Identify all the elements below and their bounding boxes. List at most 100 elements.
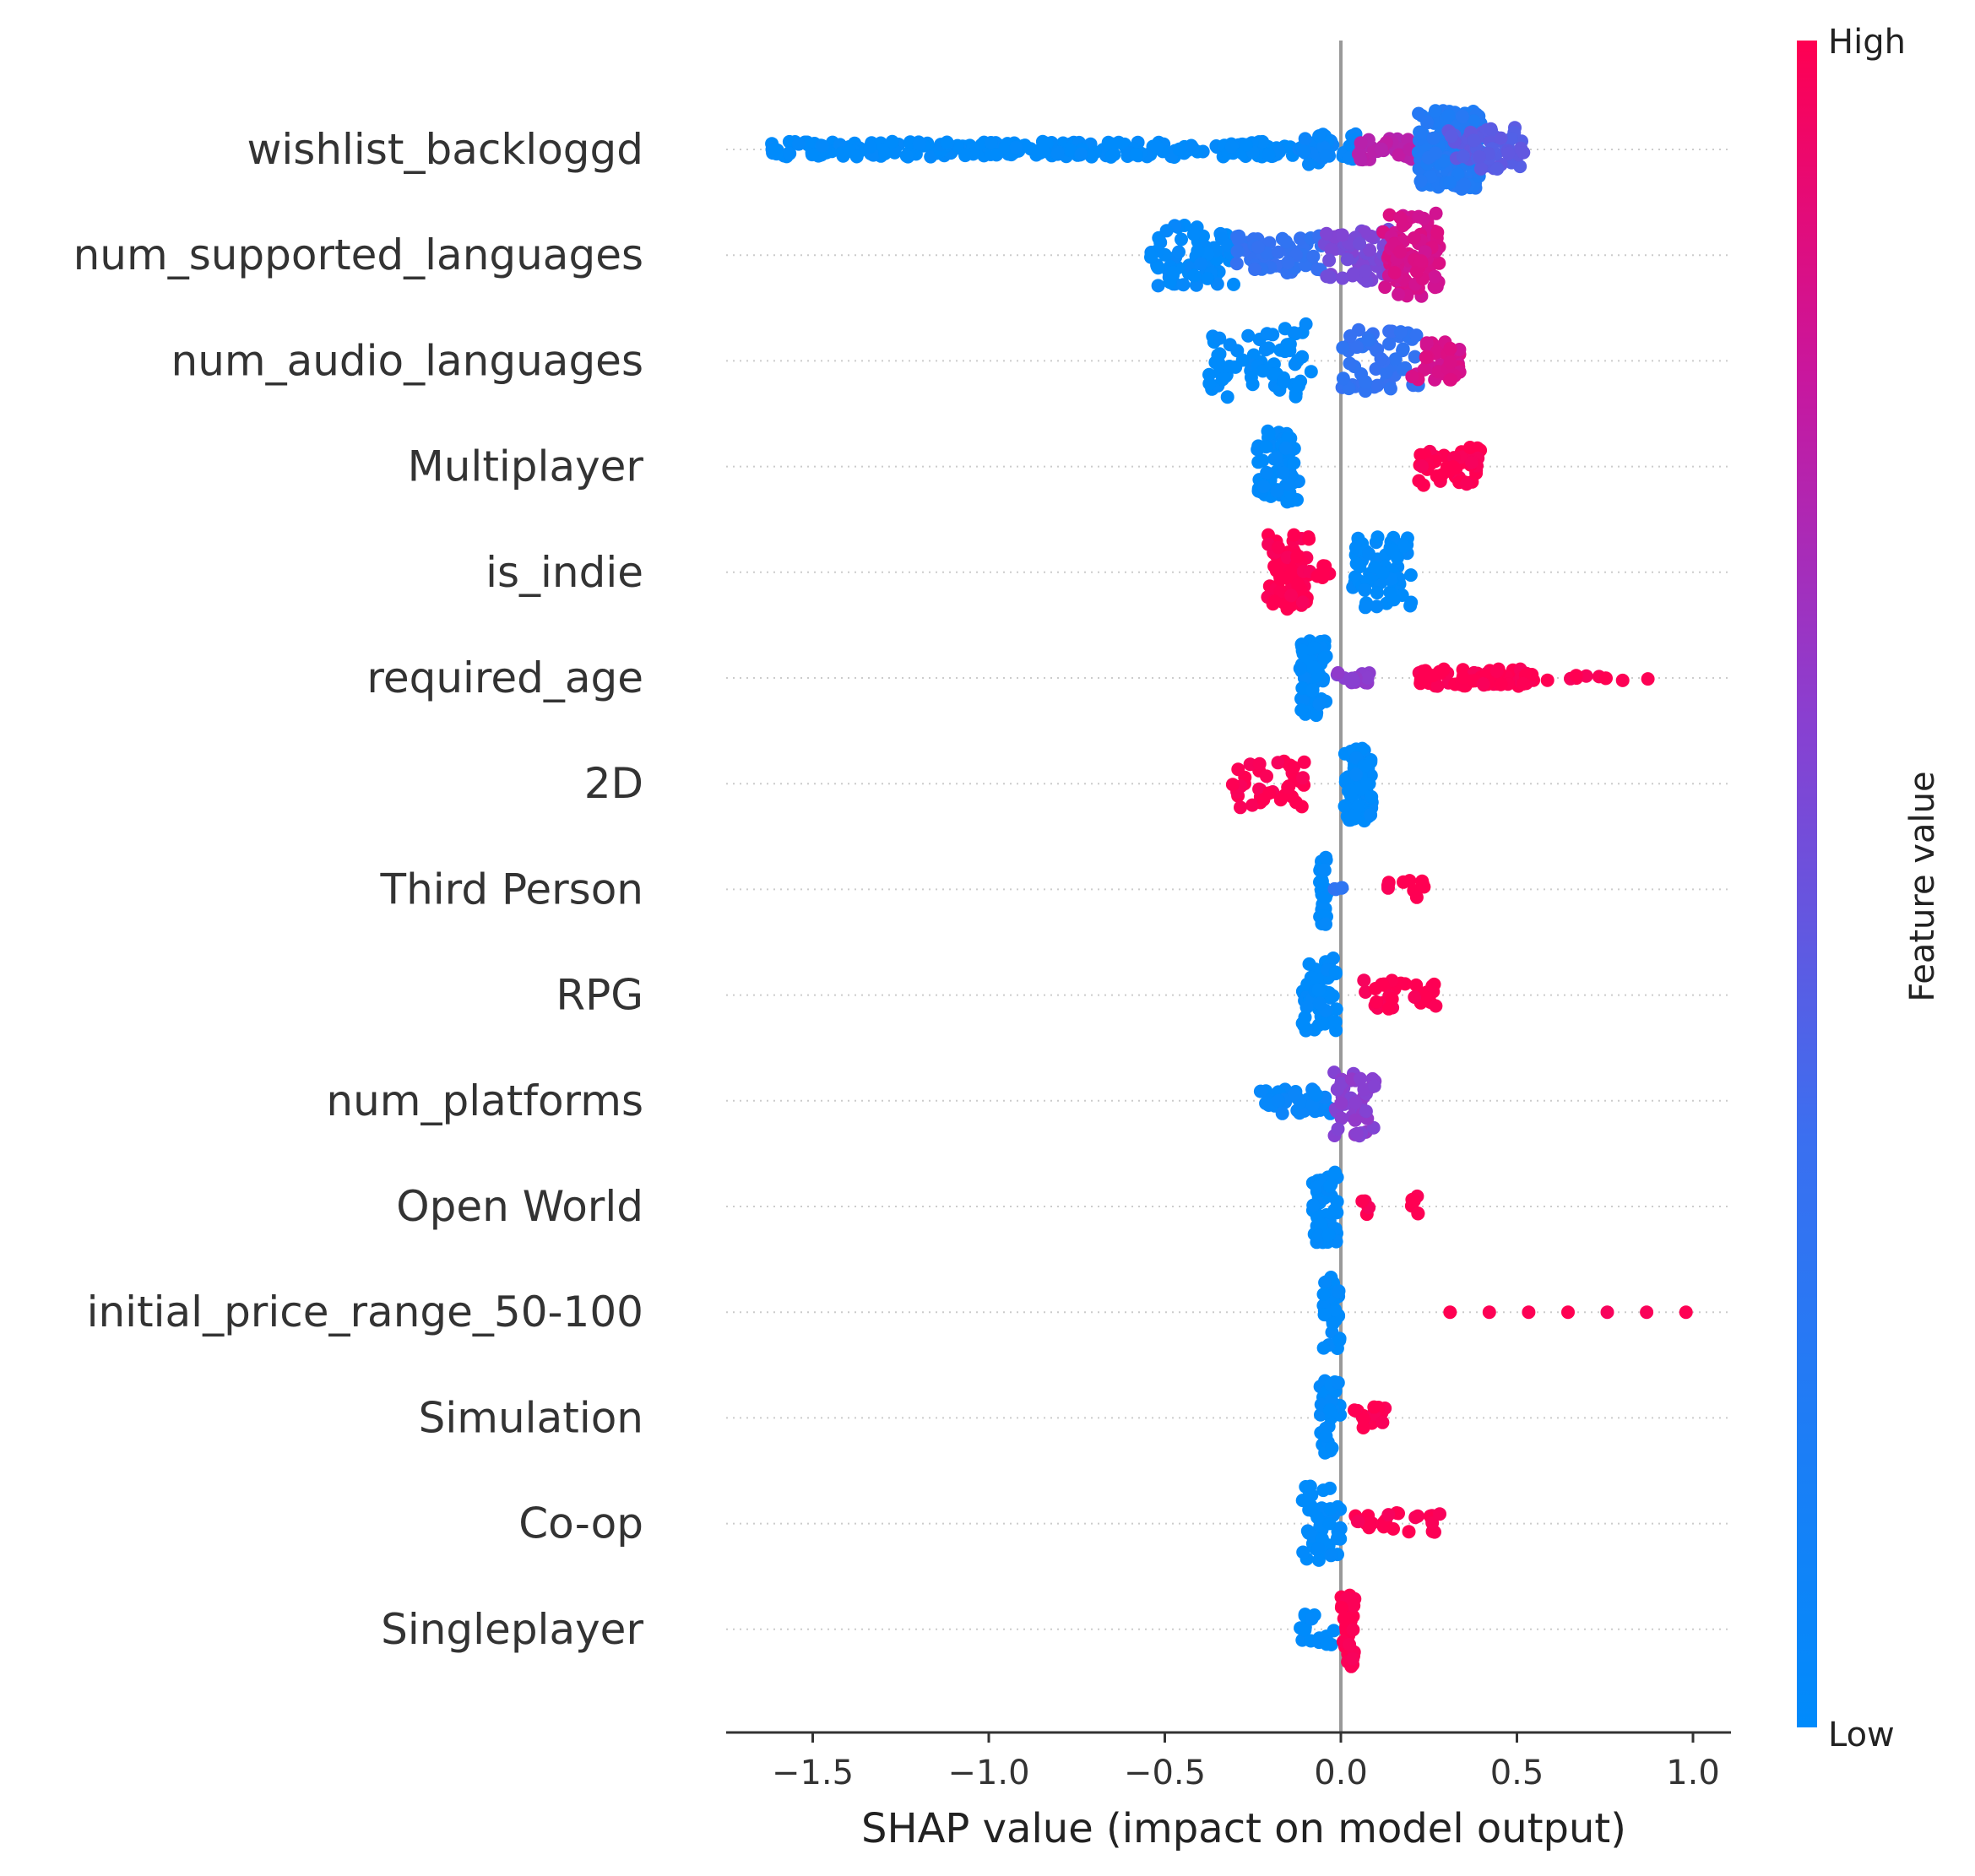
shap-point: [1270, 484, 1284, 498]
shap-point: [1151, 279, 1165, 293]
shap-point: [1346, 1651, 1360, 1666]
shap-point: [1417, 880, 1431, 894]
shap-point: [1359, 375, 1373, 389]
shap-point: [1360, 670, 1375, 685]
shap-point: [1295, 350, 1310, 364]
shap-point: [842, 144, 856, 158]
shap-point: [1303, 1479, 1317, 1494]
shap-point: [1383, 382, 1397, 396]
shap-point: [1393, 325, 1408, 339]
shap-point: [1215, 372, 1229, 387]
shap-point: [951, 138, 964, 153]
shap-point: [1446, 460, 1460, 474]
shap-point: [1256, 134, 1270, 149]
shap-point: [1357, 1082, 1371, 1097]
shap-point: [1327, 1202, 1342, 1217]
shap-point: [1411, 1206, 1425, 1221]
shap-point: [1425, 669, 1440, 683]
shap-point: [1374, 142, 1388, 156]
shap-point: [1297, 755, 1311, 769]
shap-point: [815, 138, 829, 153]
shap-point: [1309, 708, 1323, 723]
shap-point: [1340, 252, 1354, 267]
shap-point: [1277, 466, 1290, 480]
shap-point: [1356, 1412, 1370, 1426]
shap-point: [1494, 131, 1508, 145]
feature-label: num_audio_languages: [171, 336, 643, 385]
shap-point: [1344, 672, 1359, 686]
shap-point: [1273, 793, 1288, 807]
shap-point: [1245, 798, 1260, 812]
shap-point: [1317, 650, 1332, 664]
shap-point: [1267, 594, 1282, 609]
shap-point: [1311, 983, 1326, 997]
shap-point: [1413, 125, 1427, 139]
feature-label: initial_price_range_50-100: [87, 1288, 643, 1337]
shap-point: [1194, 257, 1207, 271]
shap-point: [1404, 595, 1419, 610]
shap-point: [1335, 228, 1349, 242]
shap-point: [1312, 697, 1327, 711]
feature-label: wishlist_backloggd: [247, 125, 643, 174]
shap-point: [1334, 1111, 1348, 1125]
shap-point: [1211, 348, 1225, 362]
shap-point: [958, 149, 973, 163]
shap-point: [1413, 174, 1428, 188]
shap-point: [1316, 567, 1330, 581]
shap-point: [1234, 800, 1247, 815]
shap-point: [1231, 233, 1245, 247]
shap-point: [1444, 129, 1458, 144]
feature-label: Simulation: [419, 1393, 643, 1442]
shap-point: [1334, 1601, 1348, 1615]
shap-point: [1251, 240, 1265, 254]
shap-point: [1679, 1305, 1693, 1320]
shap-point: [1322, 253, 1337, 268]
shap-point: [1280, 550, 1294, 565]
shap-point: [1425, 1515, 1440, 1530]
shap-point: [1322, 1403, 1337, 1417]
shap-point: [1370, 378, 1385, 393]
shap-point: [1240, 138, 1253, 152]
shap-point: [1262, 148, 1276, 162]
feature-label: Third Person: [380, 865, 643, 914]
shap-point: [1031, 145, 1044, 160]
shap-point: [1304, 365, 1318, 379]
shap-point: [1248, 263, 1262, 276]
shap-point: [1443, 341, 1457, 355]
shap-point: [1348, 1113, 1362, 1127]
shap-point: [1579, 669, 1593, 683]
shap-point: [1354, 152, 1368, 166]
shap-point: [1336, 271, 1349, 285]
shap-point: [1320, 269, 1334, 284]
shap-point: [1293, 661, 1307, 675]
shap-point: [1358, 583, 1372, 597]
shap-point: [1262, 426, 1276, 441]
shap-point: [1409, 328, 1424, 343]
shap-point: [1296, 771, 1310, 785]
shap-point: [1318, 1276, 1332, 1290]
shap-point: [1415, 459, 1429, 474]
shap-point: [1312, 129, 1327, 144]
shap-point: [1494, 677, 1508, 691]
shap-point: [1382, 337, 1397, 351]
shap-point: [1316, 1288, 1331, 1301]
shap-point: [1201, 271, 1214, 285]
shap-point: [1489, 664, 1504, 679]
shap-point: [1278, 322, 1292, 336]
shap-point: [1278, 441, 1293, 455]
shap-point: [1412, 106, 1426, 121]
feature-label: Multiplayer: [408, 442, 644, 491]
shap-point: [1455, 109, 1469, 123]
shap-point: [1383, 585, 1397, 599]
shap-point: [1430, 469, 1444, 483]
shap-point: [1283, 337, 1297, 351]
shap-point: [1310, 263, 1325, 276]
shap-point: [1241, 328, 1256, 343]
shap-point: [1176, 278, 1191, 292]
shap-point: [1324, 1548, 1338, 1563]
feature-label: num_platforms: [326, 1076, 643, 1125]
shap-point: [1397, 875, 1410, 889]
shap-point: [1311, 1018, 1326, 1033]
shap-point: [1306, 1198, 1321, 1212]
